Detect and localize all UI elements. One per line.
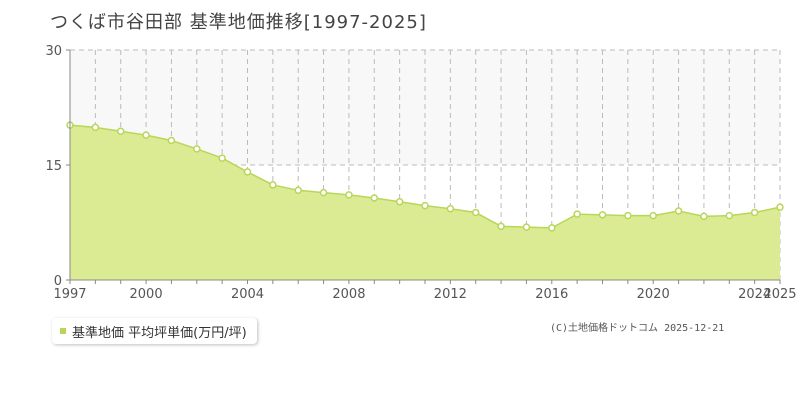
data-point	[573, 210, 581, 218]
data-point	[395, 198, 404, 206]
data-point	[319, 188, 328, 197]
x-tick-label: 2016	[535, 287, 568, 302]
data-point	[167, 136, 176, 145]
data-point	[750, 208, 759, 217]
x-tick-label: 2008	[332, 287, 365, 302]
data-point	[700, 212, 708, 221]
data-point	[548, 224, 556, 232]
data-point	[142, 131, 150, 139]
x-tick-label: 1997	[53, 287, 86, 302]
x-tick-label: 2000	[130, 287, 163, 302]
data-point	[471, 208, 480, 217]
data-point	[218, 154, 226, 162]
data-point	[294, 186, 302, 195]
x-tick-label: 2020	[637, 287, 670, 302]
data-point	[522, 223, 531, 231]
data-point	[243, 168, 252, 176]
y-tick-label: 15	[45, 159, 62, 174]
copyright-text: (C)土地価格ドットコム 2025-12-21	[550, 323, 725, 334]
y-tick-label: 30	[45, 44, 62, 59]
axes	[66, 49, 781, 284]
data-point	[446, 204, 455, 213]
y-tick-labels: 0 15 30	[45, 44, 62, 289]
data-point	[91, 123, 100, 132]
legend-swatch-icon	[60, 328, 66, 334]
series-area	[70, 125, 780, 280]
x-tick-label: 2025	[763, 287, 796, 302]
data-point	[674, 207, 683, 215]
y-tick-label: 0	[54, 274, 62, 289]
data-point	[269, 181, 277, 189]
data-point	[116, 127, 125, 136]
x-tick-label: 2004	[231, 287, 264, 302]
data-point	[345, 191, 353, 199]
legend-label: 基準地価 平均坪単価(万円/坪)	[72, 325, 247, 341]
data-markers	[66, 121, 784, 232]
legend: 基準地価 平均坪単価(万円/坪)	[52, 318, 257, 344]
data-point	[624, 211, 632, 220]
data-point	[649, 211, 657, 220]
x-tick-label: 2012	[434, 287, 467, 302]
data-point	[776, 203, 784, 211]
data-point	[421, 201, 429, 210]
data-point	[497, 222, 505, 231]
data-point	[193, 145, 201, 153]
data-point	[725, 211, 734, 220]
data-point	[598, 211, 607, 219]
x-tick-label: 2024	[738, 287, 771, 302]
page-title: つくば市谷田部 基準地価推移[1997-2025]	[50, 12, 427, 33]
data-point	[370, 194, 379, 202]
